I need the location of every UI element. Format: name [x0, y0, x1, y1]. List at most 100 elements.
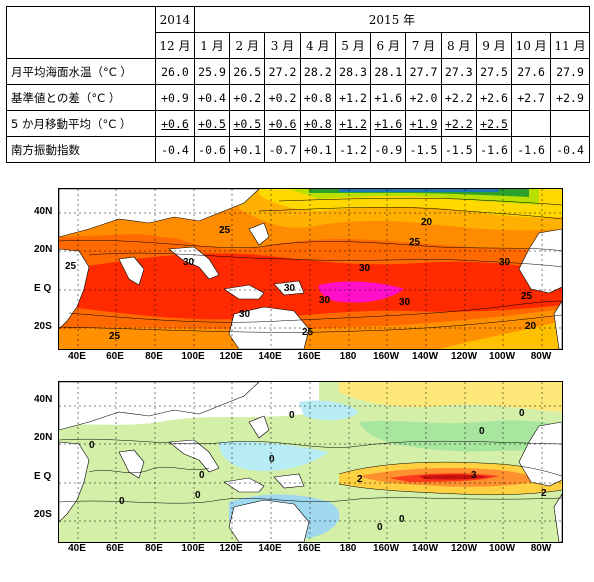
- value-text: +0.6: [268, 116, 297, 131]
- lon-label: 180: [339, 543, 357, 554]
- contour-label: 25: [109, 331, 121, 342]
- value-cell: 27.2: [264, 58, 301, 85]
- value-cell: +2.0: [405, 84, 442, 111]
- value-text: +1.6: [374, 90, 403, 105]
- value-cell: -1.2: [334, 136, 372, 163]
- lon-label: 80W: [530, 543, 552, 554]
- value-cell: +0.2: [229, 84, 266, 111]
- year-2015: 2015 年: [193, 6, 591, 33]
- value-cell: 27.5: [475, 58, 513, 85]
- value-text: 27.3: [444, 64, 473, 79]
- contour-label: 0: [269, 454, 275, 465]
- value-cell: +0.5: [229, 110, 266, 137]
- month-cell: 6 月: [370, 32, 407, 59]
- sst-anomaly-map: 0 0 0 0 0 2 3 2 0 0 0 0 0: [58, 381, 563, 543]
- value-cell: +2.6: [475, 84, 513, 111]
- value-cell: +2.9: [550, 84, 590, 111]
- value-text: 27.6: [517, 64, 545, 79]
- contour-label: 0: [289, 410, 295, 421]
- value-cell: -1.6: [511, 136, 552, 163]
- lat-label: E Q: [34, 471, 52, 482]
- lon-label: 160E: [297, 543, 321, 554]
- value-cell: 28.2: [299, 58, 336, 85]
- lon-label: 80E: [145, 351, 163, 362]
- lon-label: 140E: [258, 351, 282, 362]
- contour-label: 0: [479, 426, 485, 437]
- value-cell: +1.9: [405, 110, 442, 137]
- lon-label: 160E: [297, 351, 321, 362]
- value-text: 27.5: [480, 64, 508, 79]
- month-cell: 9 月: [475, 32, 513, 59]
- value-text: -0.4: [556, 142, 584, 157]
- lon-label: 140W: [411, 543, 439, 554]
- contour-label: 0: [119, 496, 125, 507]
- lat-label: E Q: [34, 283, 52, 294]
- contour-label: 25: [302, 327, 314, 338]
- lat-label: 20N: [34, 244, 53, 255]
- value-text: -1.6: [517, 142, 545, 157]
- value-text: 27.9: [556, 64, 584, 79]
- value-text: 28.1: [374, 64, 403, 79]
- value-text: +2.2: [444, 116, 473, 131]
- value-cell: +0.4: [193, 84, 231, 111]
- lat-label: 40N: [34, 206, 53, 217]
- value-cell: -0.4: [550, 136, 590, 163]
- value-cell: [511, 110, 552, 137]
- value-text: 27.7: [409, 64, 438, 79]
- lon-label: 80E: [145, 543, 163, 554]
- value-cell: +0.2: [264, 84, 301, 111]
- lat-label: 20N: [34, 432, 53, 443]
- value-cell: -0.7: [264, 136, 301, 163]
- month-cell: 12 月: [155, 32, 195, 59]
- contour-label: 2: [541, 488, 547, 499]
- lon-label: 100E: [181, 543, 205, 554]
- row-label: 月平均海面水温（°C ）: [6, 58, 156, 85]
- row-label: 南方振動指数: [6, 136, 156, 163]
- value-cell: 28.1: [370, 58, 407, 85]
- value-text: 28.2: [303, 64, 332, 79]
- contour-label: 25: [219, 225, 231, 236]
- year-row: 2014 2015 年: [6, 6, 591, 59]
- contour-label: 25: [65, 261, 77, 272]
- row-label: 基準値との差（°C ）: [6, 84, 156, 111]
- value-text: +2.7: [517, 90, 545, 105]
- value-cell: 27.6: [511, 58, 552, 85]
- value-text: +1.2: [339, 90, 367, 105]
- month-cell: 1 月: [193, 32, 231, 59]
- value-text: 25.9: [198, 64, 226, 79]
- value-cell: -0.6: [193, 136, 231, 163]
- lon-label: 60E: [106, 543, 124, 554]
- value-text: 26.5: [233, 64, 262, 79]
- sst-anomaly-map-graphic: 0 0 0 0 0 2 3 2 0 0 0 0 0: [59, 382, 562, 542]
- lon-label: 120E: [219, 543, 243, 554]
- value-text: +2.5: [480, 116, 508, 131]
- value-text: +1.6: [374, 116, 403, 131]
- value-text: +1.2: [339, 116, 367, 131]
- value-text: +0.1: [303, 142, 332, 157]
- value-text: +1.9: [409, 116, 438, 131]
- value-cell: +1.6: [370, 84, 407, 111]
- value-text: -0.4: [161, 142, 189, 157]
- contour-label: 30: [499, 257, 511, 268]
- value-text: +0.6: [161, 116, 189, 131]
- sst-map: 20 25 30 30 30 25 30 30 25 25 20 25 25 3…: [58, 188, 563, 350]
- value-text: +0.5: [198, 116, 226, 131]
- corner-cell: [6, 6, 156, 59]
- row-monthly-sst: 月平均海面水温（°C ） 26.0 25.9 26.5 27.2 28.2 28.3 28.1…: [6, 58, 590, 85]
- month-cell: 4 月: [299, 32, 336, 59]
- row-soi: 南方振動指数 -0.4 -0.6 +0.1 -0.7 +0.1 -1.2 -0.9 -1.5 -1…: [6, 136, 590, 163]
- contour-label: 25: [409, 237, 421, 248]
- value-cell: +1.6: [370, 110, 407, 137]
- contour-label: 0: [195, 490, 201, 501]
- value-cell: [550, 110, 590, 137]
- contour-label: 30: [399, 297, 411, 308]
- value-text: -1.5: [444, 142, 473, 157]
- month-cell: 10 月: [511, 32, 552, 59]
- value-cell: +2.2: [440, 84, 477, 111]
- value-text: +0.8: [303, 90, 332, 105]
- value-cell: 27.7: [405, 58, 442, 85]
- contour-label: 2: [357, 474, 363, 485]
- lon-label: 100W: [488, 351, 516, 362]
